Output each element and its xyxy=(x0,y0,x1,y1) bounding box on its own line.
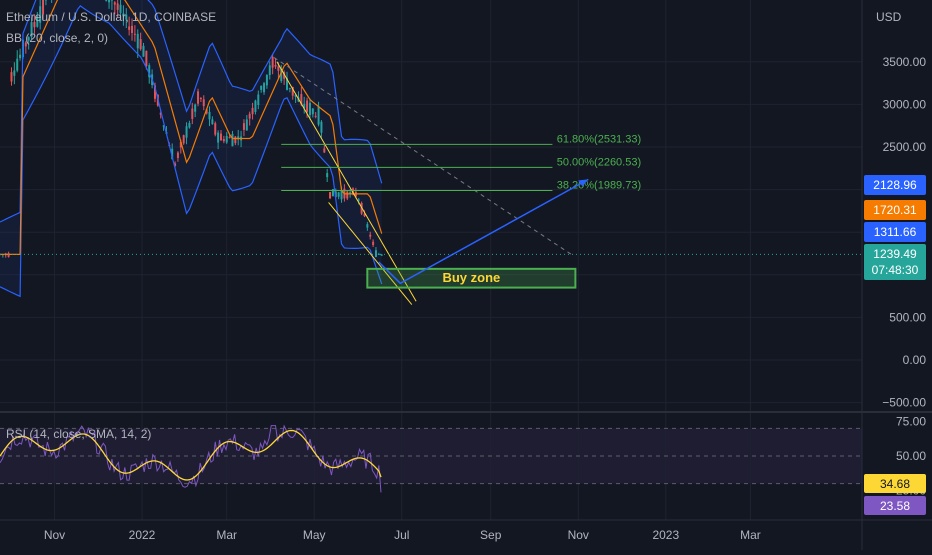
buy-zone-label: Buy zone xyxy=(442,270,500,285)
rsi-indicator-legend[interactable]: RSI (14, close, SMA, 14, 2) xyxy=(6,427,151,441)
price-axis-tick-label: 0.00 xyxy=(903,353,927,367)
symbol-title[interactable]: Ethereum / U.S. Dollar, 1D, COINBASE xyxy=(6,10,216,24)
candle-body xyxy=(16,59,18,71)
rsi-axis-tick-label: 50.00 xyxy=(896,449,926,463)
time-axis-tick-label: Mar xyxy=(740,528,761,542)
price-axis-tick-label: −500.00 xyxy=(882,396,926,410)
time-axis-tick-label: 2022 xyxy=(129,528,156,542)
time-axis-tick-label: Mar xyxy=(216,528,237,542)
time-axis-tick-label: May xyxy=(303,528,326,542)
fib-level-label: 61.80%(2531.33) xyxy=(557,133,641,145)
candle-body xyxy=(13,70,15,75)
time-axis-tick-label: 2023 xyxy=(652,528,679,542)
fib-level-label: 50.00%(2260.53) xyxy=(557,156,641,168)
price-axis-tick-label: 2500.00 xyxy=(883,140,927,154)
price-badge-label: 1720.31 xyxy=(873,203,917,217)
time-axis-tick-label: Nov xyxy=(44,528,65,542)
price-axis-unit: USD xyxy=(876,10,902,24)
rsi-badge-label: 23.58 xyxy=(880,499,910,513)
price-axis-tick-label: 3500.00 xyxy=(883,55,927,69)
rsi-axis-tick-label: 75.00 xyxy=(896,415,926,429)
price-badge-label: 1311.66 xyxy=(874,225,917,239)
time-axis-tick-label: Sep xyxy=(480,528,502,542)
last-price-label: 1239.49 xyxy=(873,247,917,261)
price-badge-label: 2128.96 xyxy=(873,178,917,192)
rsi-badge-label: 34.68 xyxy=(880,477,910,491)
candle-body xyxy=(329,192,331,198)
time-axis-tick-label: Jul xyxy=(394,528,409,542)
candle-body xyxy=(326,173,328,177)
price-axis-tick-label: 500.00 xyxy=(889,310,926,324)
time-axis: Nov 2022 Mar May Jul Sep Nov 2023 Mar xyxy=(44,528,761,542)
candle-body xyxy=(19,55,21,58)
time-axis-tick-label: Nov xyxy=(568,528,589,542)
price-axis-tick-label: 3000.00 xyxy=(883,97,927,111)
bb-indicator-legend[interactable]: BB (20, close, 2, 0) xyxy=(6,31,108,45)
countdown-label: 07:48:30 xyxy=(872,263,919,277)
candle-body xyxy=(10,72,12,81)
